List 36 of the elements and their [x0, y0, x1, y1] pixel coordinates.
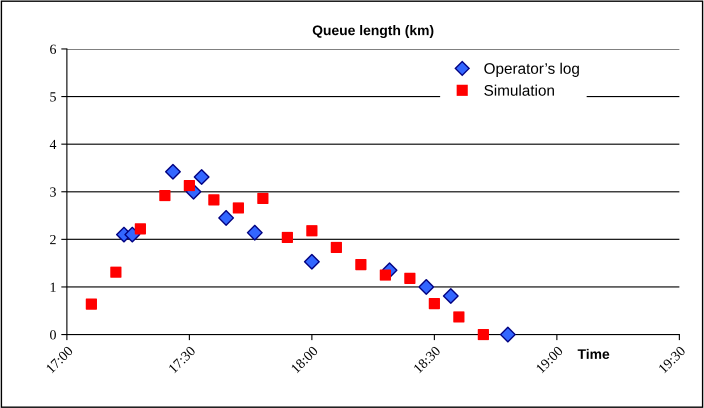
point: [110, 266, 122, 278]
point: [404, 272, 416, 284]
point: [500, 326, 516, 343]
point: [453, 311, 464, 323]
point: [184, 180, 195, 192]
point: [86, 298, 97, 310]
point: [257, 192, 268, 204]
point: [478, 328, 489, 340]
point: [282, 232, 293, 244]
point: [428, 298, 440, 310]
point: [306, 225, 318, 236]
y-tick-label: 6: [50, 44, 56, 54]
point: [124, 226, 140, 243]
point: [304, 254, 320, 270]
point: [164, 164, 181, 180]
y-tick-label: 1: [50, 282, 56, 292]
y-tick-label: 3: [50, 187, 56, 197]
chart-title: Queue length (km): [312, 25, 434, 38]
point: [159, 190, 170, 202]
point: [194, 169, 210, 185]
legend-label: Operator’s log: [484, 62, 579, 77]
point: [418, 278, 434, 295]
y-tick-label: 0: [50, 330, 56, 340]
point: [355, 258, 366, 270]
y-tick-label: 4: [50, 140, 56, 149]
y-tick-label: 2: [50, 234, 56, 244]
point: [442, 288, 459, 304]
point: [208, 194, 220, 206]
x-axis-title: Time: [578, 348, 610, 360]
legend-label: Simulation: [484, 84, 554, 96]
point: [218, 210, 234, 226]
y-tick-label: 5: [50, 92, 56, 102]
point: [330, 242, 342, 254]
point: [134, 223, 146, 234]
point: [232, 202, 244, 214]
point: [246, 224, 263, 241]
